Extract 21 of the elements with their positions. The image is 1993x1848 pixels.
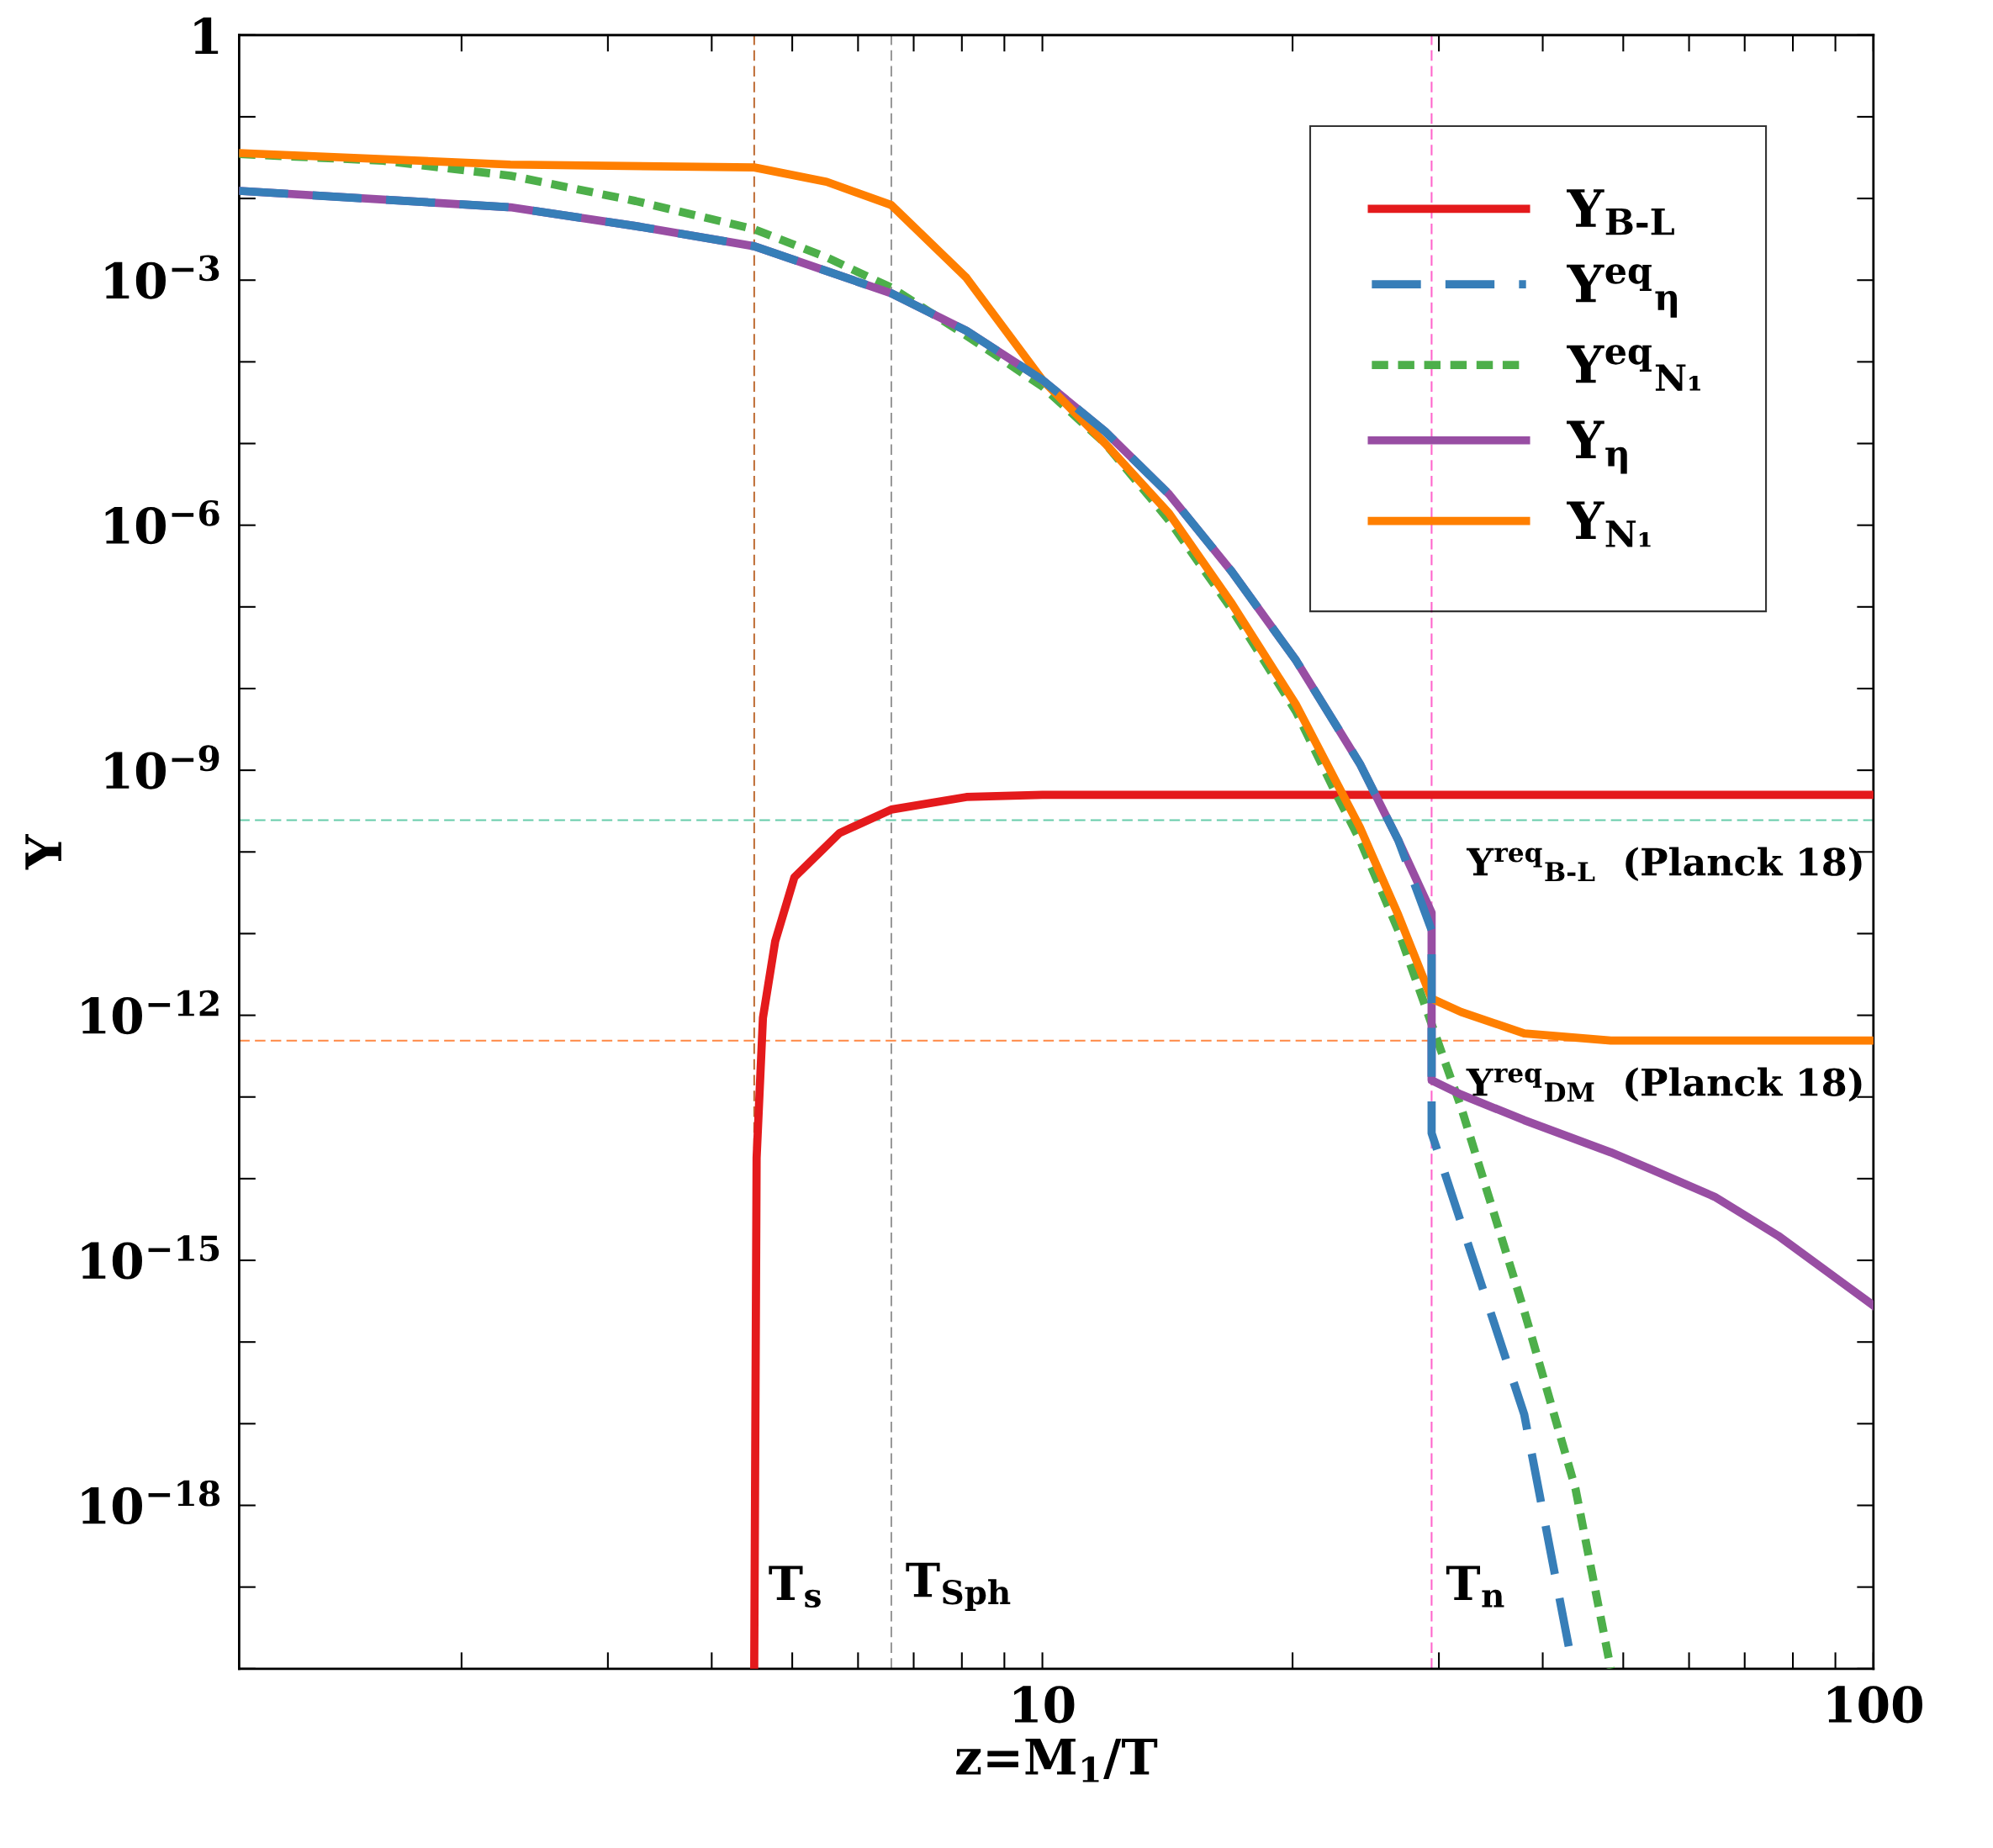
legend-label: Y$^{eq}$$_{η}$ (1567, 264, 1677, 318)
y-tick-label: 10$^{−9}$ (105, 745, 219, 789)
y-tick-label: 1 (194, 17, 219, 54)
legend-label: Y$^{eq}$$_{N₁}$ (1567, 345, 1700, 391)
legend-label: Y$_{η}$ (1567, 420, 1627, 474)
x-tick-label: 100 (1828, 1686, 1922, 1724)
x-tick-label: 10 (1014, 1686, 1075, 1724)
y-tick-label: 10$^{−6}$ (105, 499, 219, 545)
x-axis-title: z=M$_{1}$/T (956, 1738, 1158, 1782)
text: Y$^{req}$$_{DM}$ (Planck 18) (1466, 1067, 1862, 1102)
y-tick-label: 10$^{−18}$ (82, 1480, 220, 1525)
y-tick-label: 10$^{−15}$ (82, 1235, 219, 1280)
y-axis-title: Y (25, 833, 61, 870)
ref-line-label: T$_{s}$ (769, 1566, 821, 1608)
legend-label: Y$_{B‐L}$ (1567, 189, 1674, 235)
ref-line-label: Y$^{req}$$_{B‐L}$ (Planck 18) (1466, 847, 1862, 882)
legend-label: Y$_{N₁}$ (1567, 501, 1651, 547)
y-tick-label: 10$^{−3}$ (105, 255, 219, 299)
ref-line-label: T$_{Sph}$ (906, 1562, 1011, 1611)
ref-line-label: T$_{n}$ (1446, 1566, 1504, 1608)
y-tick-label: 10$^{−12}$ (82, 990, 219, 1035)
